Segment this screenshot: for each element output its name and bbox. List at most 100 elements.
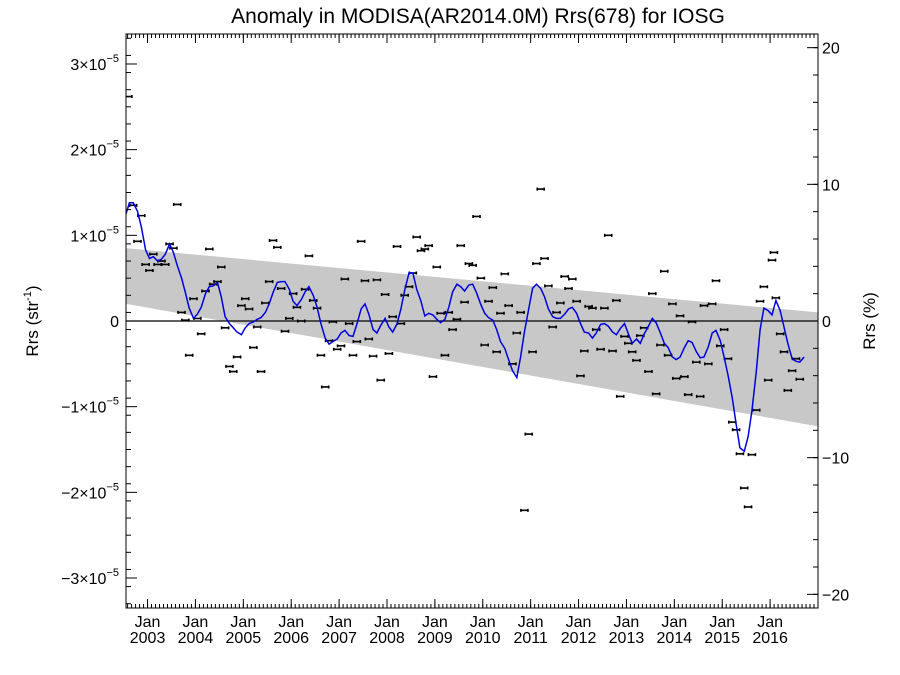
x-tick-label-year: 2004 [178, 630, 214, 647]
data-point [687, 320, 697, 324]
data-point [787, 369, 797, 373]
data-point [719, 328, 729, 332]
data-point [268, 238, 278, 242]
plot-area: Jan2003Jan2004Jan2005Jan2006Jan2007Jan20… [61, 33, 849, 647]
data-point [612, 298, 621, 302]
x-tick-label-month: Jan [614, 614, 640, 631]
y-right-tick-label: 0 [822, 314, 831, 331]
data-point [532, 262, 541, 266]
data-point [711, 279, 721, 283]
data-point [148, 252, 158, 256]
data-point [392, 244, 402, 248]
data-point [316, 353, 326, 357]
y-left-tick-mantissa: 3×10 [70, 57, 106, 74]
chart-title: Anomaly in MODISA(AR2014.0M) Rrs(678) fo… [231, 5, 725, 28]
y-axis-label-left-sup: -1 [22, 291, 34, 301]
data-point [360, 279, 370, 283]
data-point [615, 394, 625, 398]
data-point [779, 350, 789, 354]
data-point [716, 344, 725, 348]
y-left-tick-label: 2×10−5 [70, 139, 119, 160]
x-tick-label-year: 2009 [417, 630, 453, 647]
y-axis-label-right: Rrs (%) [860, 292, 879, 350]
y-left-tick-mantissa: 0 [110, 314, 119, 331]
data-point [659, 269, 669, 273]
y-left-tick-mantissa: 1×10 [70, 228, 106, 245]
y-left-tick-label: −2×10−5 [61, 481, 119, 502]
y-left-tick-mantissa: −2×10 [61, 485, 106, 502]
data-point [755, 299, 765, 303]
data-point [707, 302, 717, 306]
data-point [695, 394, 705, 398]
data-point [456, 244, 466, 248]
data-point [767, 258, 777, 262]
y-right-tick-label: −10 [822, 451, 849, 468]
data-point [380, 292, 390, 296]
y-right-tick-label: −20 [822, 587, 849, 604]
data-point [651, 392, 661, 396]
x-tick-label-year: 2011 [513, 630, 548, 647]
data-point [328, 320, 338, 324]
data-point [548, 325, 557, 329]
data-point [671, 376, 681, 380]
data-point [332, 347, 342, 351]
data-point [340, 277, 350, 281]
data-point [468, 263, 478, 267]
data-point [683, 393, 693, 397]
data-point [388, 315, 398, 319]
x-tick-label-month: Jan [326, 614, 352, 631]
data-point [603, 233, 613, 237]
data-point [412, 235, 421, 239]
y-axis-label-left: Rrs (str-1) [22, 285, 42, 356]
data-point [552, 310, 561, 314]
data-point [476, 276, 486, 280]
data-point [556, 301, 565, 305]
data-point [428, 375, 438, 379]
y-left-tick-mantissa: −1×10 [61, 400, 106, 417]
data-point [228, 370, 238, 374]
data-point [769, 250, 779, 254]
x-tick-label-year: 2015 [704, 630, 740, 647]
data-point [205, 247, 214, 251]
data-point [644, 370, 653, 374]
x-tick-label-month: Jan [518, 614, 544, 631]
data-point [540, 256, 549, 260]
data-point [739, 486, 749, 490]
data-point [692, 360, 701, 364]
data-point [296, 319, 306, 323]
y-axis-label-left-base: Rrs (str [23, 301, 42, 357]
data-point [648, 292, 657, 296]
x-tick-label-month: Jan [183, 614, 209, 631]
data-point [249, 346, 258, 350]
y-left-tick-exponent: −5 [106, 139, 119, 151]
data-point [632, 358, 641, 362]
data-point [273, 245, 282, 249]
data-point [344, 322, 354, 326]
y-left-tick-mantissa: 2×10 [70, 143, 106, 160]
data-point [572, 299, 581, 303]
data-point [735, 452, 745, 456]
x-tick-label-year: 2013 [609, 630, 645, 647]
x-tick-label-year: 2003 [130, 630, 166, 647]
data-point [348, 353, 358, 357]
data-point [560, 274, 569, 278]
y-left-tick-label: 3×10−5 [70, 53, 119, 74]
data-point [704, 362, 713, 366]
x-tick-label-year: 2014 [657, 630, 693, 647]
y-left-tick-label: 1×10−5 [70, 224, 119, 245]
data-point [196, 332, 206, 336]
data-point [795, 377, 805, 381]
data-point [536, 187, 546, 191]
data-point [496, 311, 505, 315]
data-point [217, 265, 226, 269]
x-tick-label-month: Jan [757, 614, 783, 631]
y-left-tick-exponent: −5 [106, 481, 119, 493]
data-point [256, 370, 266, 374]
data-point [440, 353, 450, 357]
data-point [384, 352, 394, 356]
y-right-tick-label: 10 [822, 177, 840, 194]
data-point [172, 202, 182, 206]
data-point [668, 302, 677, 306]
plot-clip-group [126, 95, 818, 512]
